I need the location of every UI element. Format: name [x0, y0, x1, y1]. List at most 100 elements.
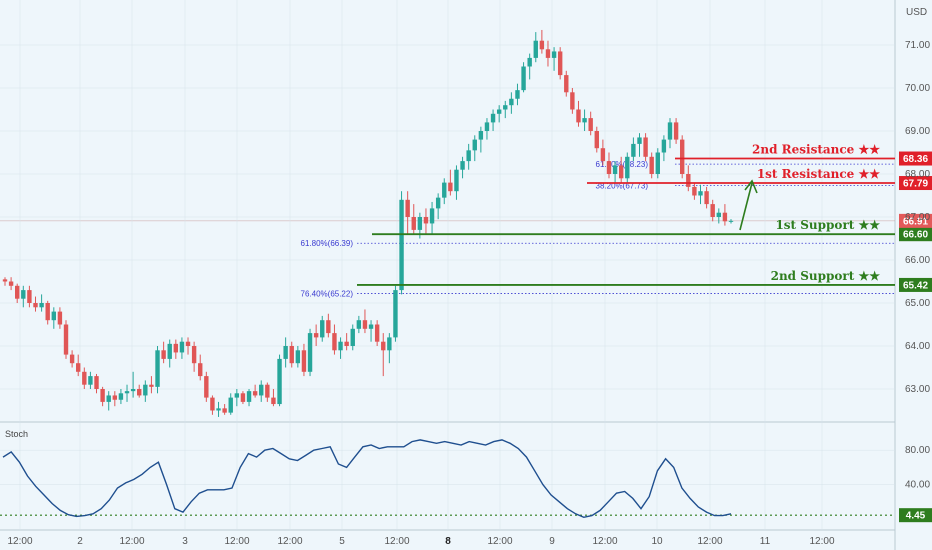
candle-body [692, 186, 697, 196]
price-tick-label: 70.00 [905, 83, 930, 94]
time-tick-label: 12:00 [277, 536, 302, 547]
candle-body [606, 161, 612, 174]
candle-body [673, 122, 679, 140]
candle-body [179, 341, 185, 353]
candle-body [94, 376, 99, 389]
grid [0, 0, 896, 550]
candle-body [216, 408, 221, 411]
candle-body [374, 324, 380, 342]
candle-body [679, 139, 685, 174]
candle-body [51, 311, 57, 321]
candle-body [295, 350, 301, 364]
candle-body [643, 137, 648, 157]
forecast-arrow-head [744, 179, 758, 194]
fibonacci-lines: 61.80%(66.39) 76.40%(65.22) 61.80%(68.23) 3… [301, 160, 895, 299]
candle-body [332, 333, 337, 351]
time-tick-label: 2 [77, 536, 83, 547]
candle-body [399, 199, 404, 291]
current-price-badge [899, 213, 932, 228]
time-axis[interactable]: 12:00 2 12:00 3 12:00 12:00 5 12:00 8 12:00 9 12:00… [7, 536, 834, 547]
candle-body [466, 150, 471, 162]
candle-body [362, 320, 368, 329]
level-label: 1st Support ★★ [775, 218, 880, 232]
candle-body [612, 165, 618, 174]
time-tick-label: 12:00 [592, 536, 617, 547]
candle-body [368, 324, 374, 329]
candle-body [472, 139, 477, 151]
candle-body [728, 220, 734, 222]
candle-body [704, 191, 709, 205]
candle-body [344, 341, 349, 346]
candle-body [454, 169, 459, 192]
fib-label: 61.80%(68.23) [596, 160, 649, 169]
candle-body [716, 212, 721, 217]
fib-label: 38.20%(67.73) [596, 182, 649, 191]
candle-body [686, 174, 691, 187]
candle-body [204, 376, 209, 398]
candle-body [393, 290, 398, 338]
candle-body [112, 395, 118, 400]
candle-body [710, 204, 715, 217]
candle-body [45, 303, 50, 321]
candle-body [161, 350, 166, 359]
candle-body [130, 389, 136, 392]
level-label: 2nd Support ★★ [771, 269, 881, 283]
candle-body [33, 303, 38, 308]
candle-body [246, 391, 252, 402]
level-badge [899, 151, 932, 166]
candle-body [326, 320, 331, 334]
candle-body [484, 122, 490, 131]
level-badge [899, 176, 932, 191]
candle-body [118, 393, 124, 400]
candle-body [576, 109, 581, 123]
candle-body [76, 363, 81, 372]
candle-body [417, 217, 423, 230]
candle-body [234, 393, 240, 398]
stoch-line [2, 439, 732, 519]
price-tick-label: 64.00 [905, 341, 930, 352]
candle-body [381, 341, 386, 351]
candles [2, 29, 734, 417]
candle-body [252, 391, 258, 396]
price-axis[interactable]: 63.00 64.00 65.00 66.00 67.00 68.00 69.00 70.00… [905, 40, 930, 395]
candle-body [191, 346, 197, 364]
candle-body [588, 118, 593, 131]
level-badge-value: 68.36 [903, 154, 928, 165]
time-tick-label: 9 [549, 536, 555, 547]
fib-label: 61.80%(66.39) [301, 239, 354, 248]
candle-body [521, 66, 526, 91]
price-tick-label: 63.00 [905, 384, 930, 395]
candle-body [448, 182, 453, 192]
level-label: 2nd Resistance ★★ [752, 143, 880, 157]
candle-body [167, 343, 172, 359]
candle-body [594, 131, 599, 149]
level-label: 1st Resistance ★★ [757, 167, 880, 181]
fib-label: 76.40%(65.22) [301, 290, 354, 299]
candle-body [570, 92, 575, 110]
candle-body [515, 90, 520, 99]
candle-body [582, 118, 587, 123]
candle-body [698, 191, 703, 196]
candle-body [631, 143, 636, 157]
forecast-arrow [739, 182, 753, 231]
candle-body [564, 75, 569, 93]
candle-body [478, 131, 484, 140]
level-badge-value: 65.42 [903, 280, 928, 291]
candle-body [277, 358, 282, 405]
currency-label: USD [906, 7, 927, 18]
candle-body [106, 395, 111, 402]
candle-body [143, 384, 148, 396]
candle-body [198, 363, 203, 377]
candle-body [411, 217, 416, 230]
candle-body [618, 165, 624, 179]
price-tick-label: 65.00 [905, 298, 930, 309]
time-tick-label: 3 [182, 536, 188, 547]
candle-body [228, 397, 233, 413]
candle-body [637, 137, 642, 144]
candle-body [387, 337, 392, 351]
candle-body [539, 40, 545, 50]
level-badge-value: 66.60 [903, 230, 928, 241]
candle-body [350, 328, 355, 346]
candle-body [527, 57, 532, 67]
